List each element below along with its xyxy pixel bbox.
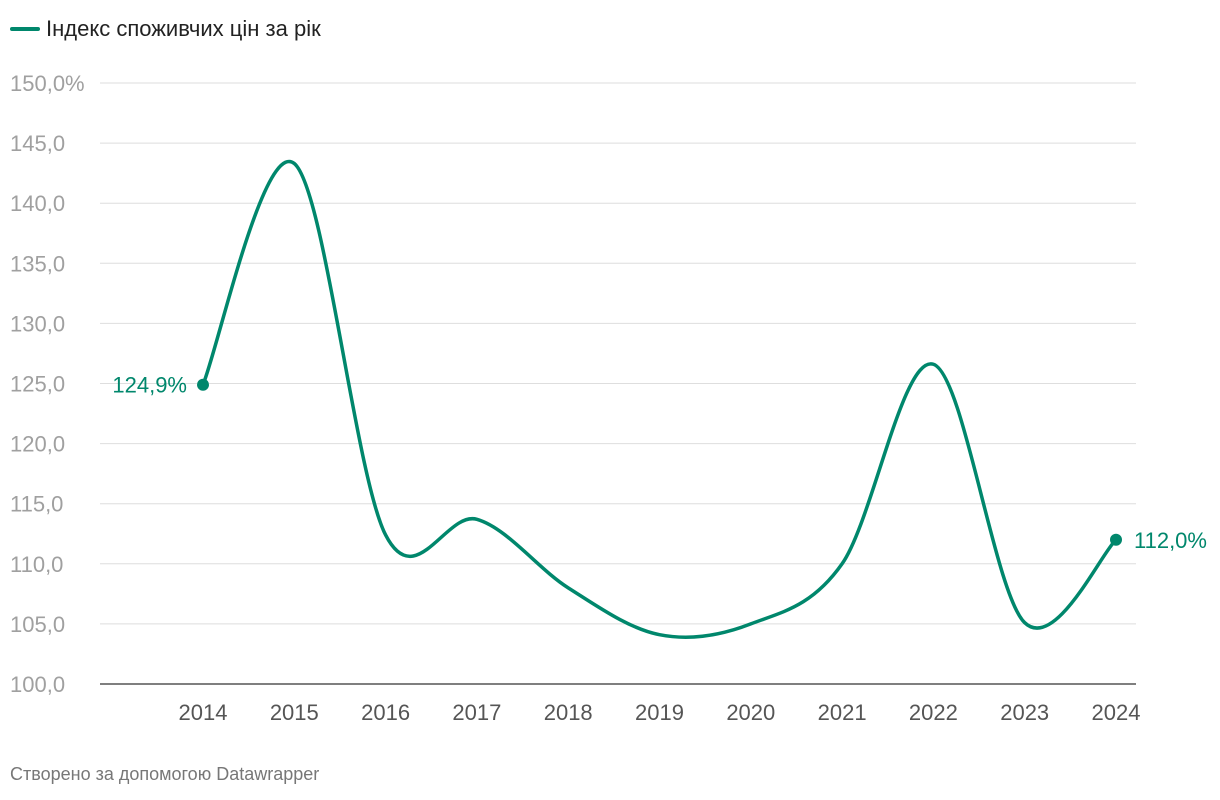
data-label: 112,0% — [1134, 528, 1207, 553]
credit-note: Створено за допомогою Datawrapper — [10, 764, 320, 784]
series-layer — [201, 159, 1118, 640]
data-point-marker — [1110, 533, 1122, 546]
x-tick-label: 2024 — [1092, 700, 1141, 725]
gridlines — [100, 82, 1136, 685]
legend-swatch — [10, 27, 40, 31]
x-tick-label: 2019 — [635, 700, 684, 725]
x-tick-label: 2021 — [818, 700, 867, 725]
x-tick-label: 2022 — [909, 700, 958, 725]
y-tick-label: 105,0 — [10, 612, 65, 637]
x-tick-label: 2014 — [179, 700, 228, 725]
data-point-marker — [197, 378, 209, 391]
x-tick-label: 2015 — [270, 700, 319, 725]
y-tick-label: 125,0 — [10, 372, 65, 397]
x-axis-tick-labels: 2014 2015 2016 2017 2018 2019 2020 2021 2022 2023… — [179, 700, 1141, 725]
y-tick-label: 120,0 — [10, 432, 65, 457]
y-tick-label: 145,0 — [10, 131, 65, 156]
x-tick-label: 2018 — [544, 700, 593, 725]
data-label: 124,9% — [112, 373, 187, 398]
y-tick-label: 150,0% — [10, 71, 85, 96]
annotations-layer: 124,9% 112,0% — [112, 373, 1207, 553]
x-tick-label: 2020 — [726, 700, 775, 725]
x-tick-label: 2016 — [361, 700, 410, 725]
series-line — [201, 159, 1118, 640]
y-tick-label: 130,0 — [10, 311, 65, 336]
legend-label: Індекс споживчих цін за рік — [46, 16, 321, 41]
chart-legend: Індекс споживчих цін за рік — [10, 16, 321, 42]
y-tick-label: 100,0 — [10, 672, 65, 697]
y-tick-label: 140,0 — [10, 191, 65, 216]
y-tick-label: 115,0 — [10, 492, 63, 517]
line-chart: 100,0 105,0 110,0 115,0 120,0 125,0 130,0 135,0… — [10, 71, 1207, 725]
y-tick-label: 135,0 — [10, 251, 65, 276]
x-tick-label: 2017 — [452, 700, 501, 725]
y-tick-label: 110,0 — [10, 552, 63, 577]
y-axis-tick-labels: 100,0 105,0 110,0 115,0 120,0 125,0 130,0 135,0… — [10, 71, 85, 697]
x-tick-label: 2023 — [1000, 700, 1049, 725]
